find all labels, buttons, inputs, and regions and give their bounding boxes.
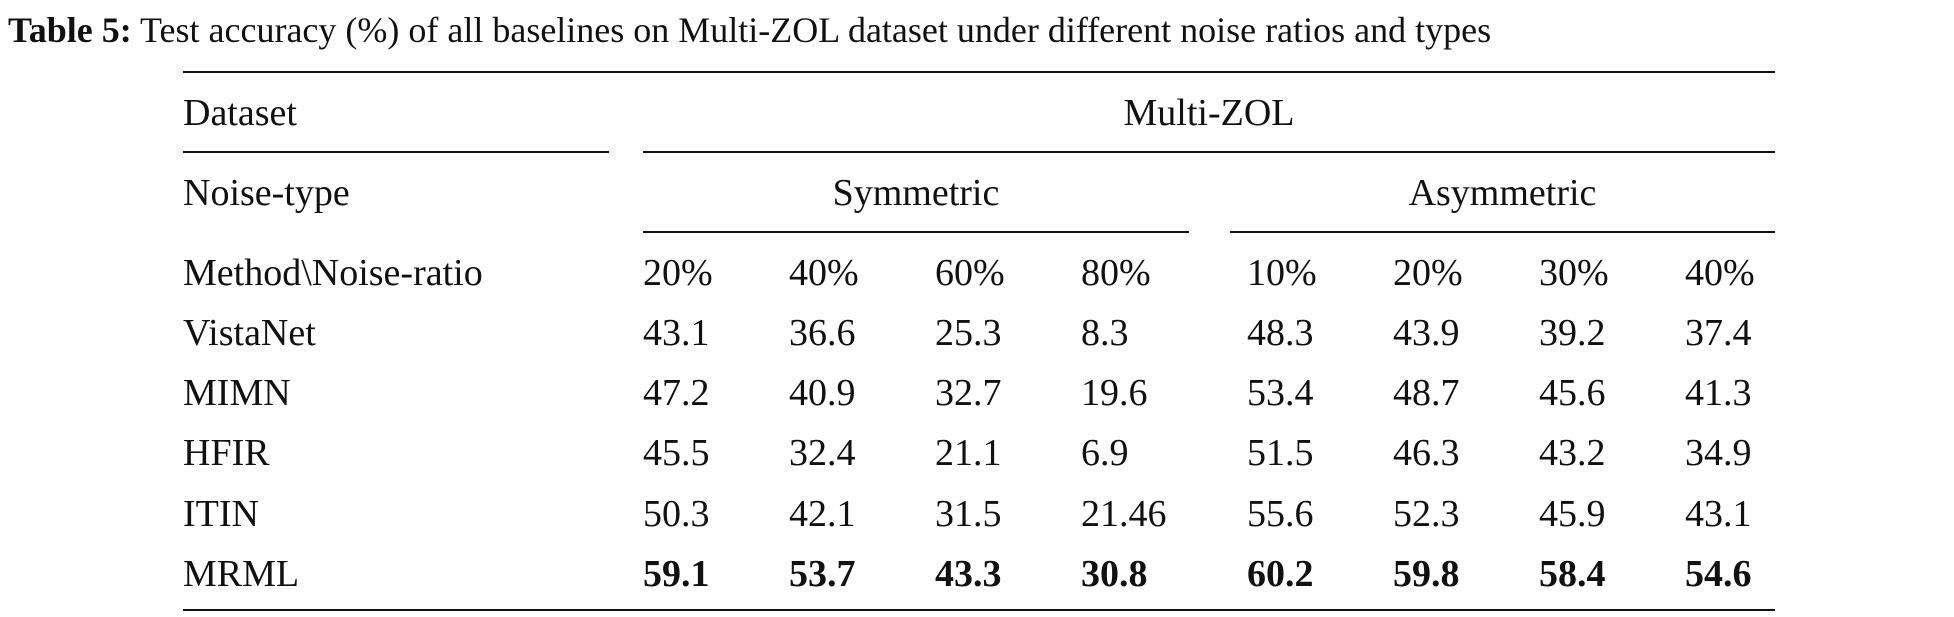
dataset-value: Multi-ZOL [1123, 92, 1295, 134]
accuracy-cell: 48.7 [1393, 372, 1460, 414]
dataset-left-rule [183, 151, 609, 153]
accuracy-cell: 45.9 [1539, 493, 1606, 535]
accuracy-cell: 54.6 [1685, 553, 1752, 595]
accuracy-cell: 31.5 [935, 493, 1002, 535]
accuracy-cell: 43.2 [1539, 432, 1606, 474]
dataset-right-rule [643, 151, 1775, 153]
accuracy-cell: 43.9 [1393, 312, 1460, 354]
asymmetric-header: Asymmetric [1408, 172, 1597, 214]
symmetric-rule [643, 231, 1189, 233]
noise-ratio-header: 40% [789, 252, 859, 294]
accuracy-cell: 39.2 [1539, 312, 1606, 354]
noise-ratio-header: 10% [1247, 252, 1317, 294]
accuracy-cell: 32.7 [935, 372, 1002, 414]
accuracy-cell: 8.3 [1081, 312, 1129, 354]
method-name: VistaNet [183, 312, 316, 354]
method-name: ITIN [183, 493, 259, 535]
accuracy-cell: 52.3 [1393, 493, 1460, 535]
top-rule [183, 71, 1775, 73]
noise-ratio-header: 40% [1685, 252, 1755, 294]
noise-ratio-header: 30% [1539, 252, 1609, 294]
accuracy-cell: 34.9 [1685, 432, 1752, 474]
accuracy-cell: 37.4 [1685, 312, 1752, 354]
method-name: HFIR [183, 432, 270, 474]
accuracy-cell: 59.8 [1393, 553, 1460, 595]
accuracy-cell: 41.3 [1685, 372, 1752, 414]
accuracy-cell: 6.9 [1081, 432, 1129, 474]
method-name: MRML [183, 553, 300, 595]
accuracy-cell: 25.3 [935, 312, 1002, 354]
caption-text: Test accuracy (%) of all baselines on Mu… [131, 10, 1492, 50]
accuracy-cell: 21.1 [935, 432, 1002, 474]
accuracy-cell: 43.1 [643, 312, 710, 354]
accuracy-cell: 32.4 [789, 432, 856, 474]
accuracy-cell: 59.1 [643, 553, 710, 595]
accuracy-cell: 60.2 [1247, 553, 1314, 595]
accuracy-cell: 19.6 [1081, 372, 1148, 414]
accuracy-cell: 43.3 [935, 553, 1002, 595]
accuracy-cell: 53.7 [789, 553, 856, 595]
accuracy-cell: 55.6 [1247, 493, 1314, 535]
bottom-rule [183, 609, 1775, 611]
dataset-label: Dataset [183, 92, 297, 134]
noise-type-label: Noise-type [183, 172, 350, 214]
noise-ratio-header: 20% [643, 252, 713, 294]
accuracy-cell: 45.6 [1539, 372, 1606, 414]
accuracy-cell: 46.3 [1393, 432, 1460, 474]
accuracy-cell: 58.4 [1539, 553, 1606, 595]
method-ratio-label: Method\Noise-ratio [183, 252, 483, 294]
accuracy-cell: 40.9 [789, 372, 856, 414]
accuracy-cell: 51.5 [1247, 432, 1314, 474]
accuracy-cell: 53.4 [1247, 372, 1314, 414]
noise-ratio-header: 20% [1393, 252, 1463, 294]
accuracy-cell: 21.46 [1081, 493, 1167, 535]
table-caption: Table 5: Test accuracy (%) of all baseli… [8, 4, 1948, 56]
accuracy-cell: 30.8 [1081, 553, 1148, 595]
noise-ratio-header: 80% [1081, 252, 1151, 294]
caption-label: Table 5: [8, 10, 132, 50]
asymmetric-rule [1230, 231, 1775, 233]
accuracy-cell: 47.2 [643, 372, 710, 414]
accuracy-cell: 50.3 [643, 493, 710, 535]
accuracy-cell: 48.3 [1247, 312, 1314, 354]
noise-ratio-header: 60% [935, 252, 1005, 294]
method-name: MIMN [183, 372, 291, 414]
accuracy-cell: 43.1 [1685, 493, 1752, 535]
symmetric-header: Symmetric [832, 172, 1000, 214]
accuracy-cell: 42.1 [789, 493, 856, 535]
accuracy-cell: 36.6 [789, 312, 856, 354]
accuracy-cell: 45.5 [643, 432, 710, 474]
